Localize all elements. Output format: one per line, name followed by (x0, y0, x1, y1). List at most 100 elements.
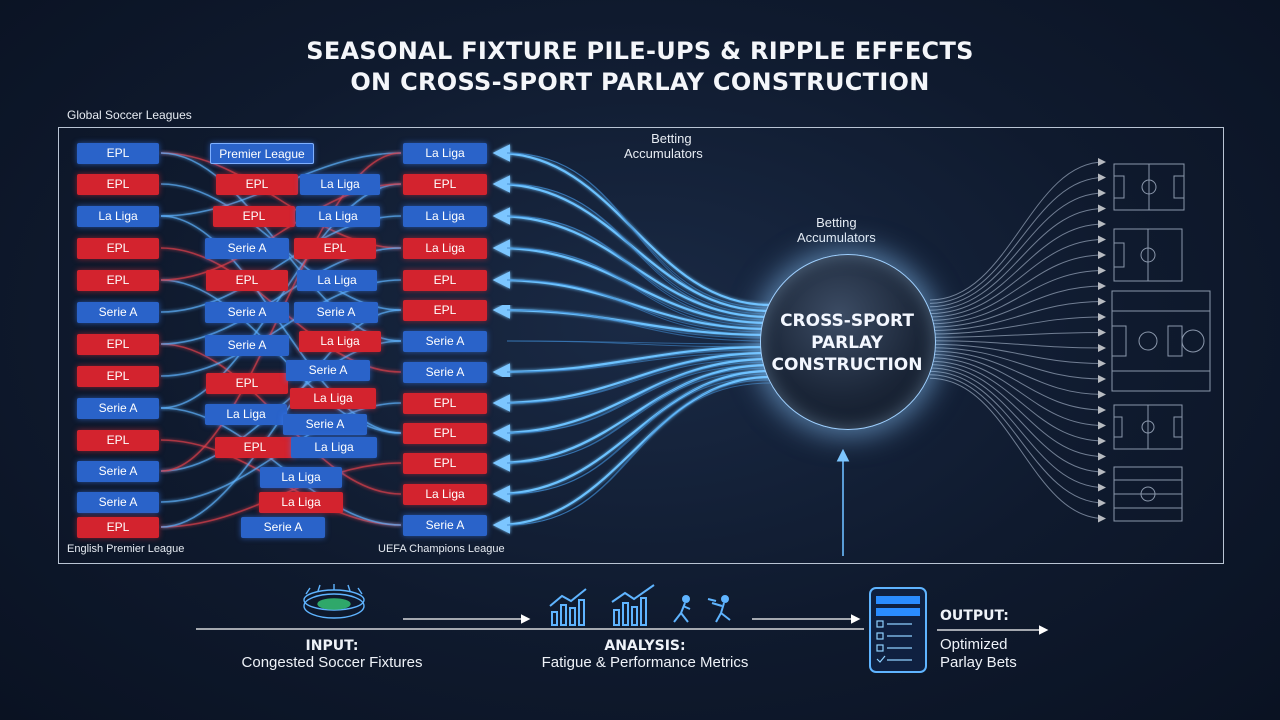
col2-chip-7: EPL (206, 373, 288, 394)
hub-flow-strand-1-1 (506, 183, 771, 315)
soccer-pitch-icon (1113, 163, 1185, 211)
col3-chip-5: La Liga (299, 331, 381, 352)
cross-link-15 (160, 183, 402, 281)
fan-out-line-22 (929, 374, 1106, 507)
col2-chip-0: Premier League (210, 143, 314, 164)
fan-out-line-9 (929, 297, 1106, 332)
hub-line-2: PARLAY (811, 333, 883, 353)
fan-out-line-21 (929, 370, 1106, 492)
hub-flow-12 (492, 375, 771, 534)
col2-chip-11: La Liga (259, 492, 343, 513)
hub-flow-4 (492, 271, 771, 331)
fan-out-line-15 (929, 350, 1106, 399)
col4-chip-5: EPL (403, 300, 487, 321)
hub-flow-strand-7-2 (506, 352, 771, 373)
hub-flow-strand-2-1 (506, 215, 771, 321)
input-heading: INPUT: (305, 638, 359, 654)
label-english-premier-league: English Premier League (67, 543, 185, 555)
col2-chip-1: EPL (216, 174, 298, 195)
analysis-step: ANALYSIS: Fatigue & Performance Metrics (520, 638, 770, 671)
col3-chip-4: Serie A (294, 302, 378, 323)
label-betting-accumulators-top: Betting Accumulators (624, 131, 703, 161)
col4-chip-0: La Liga (403, 143, 487, 164)
col4-chip-8: EPL (403, 393, 487, 414)
cross-link-16 (160, 247, 402, 345)
page-title: SEASONAL FIXTURE PILE-UPS & RIPPLE EFFEC… (0, 36, 1280, 98)
col4-chip-4: EPL (403, 270, 487, 291)
col4-chip-12: Serie A (403, 515, 487, 536)
player-kick-icon (707, 595, 731, 623)
cross-link-5 (160, 215, 402, 313)
fan-out-line-2 (929, 189, 1106, 308)
label-global-soccer: Global Soccer Leagues (67, 108, 192, 122)
col1-chip-10: Serie A (77, 461, 159, 482)
output-heading: OUTPUT: (940, 608, 1009, 624)
cross-link-0 (160, 152, 402, 249)
bar-chart-up-icon (549, 588, 587, 626)
col1-chip-6: EPL (77, 334, 159, 355)
col2-chip-10: La Liga (260, 467, 342, 488)
col3-chip-8: Serie A (283, 414, 367, 435)
label-uefa-champions-league: UEFA Champions League (378, 543, 505, 555)
hub-flow-strand-8-2 (506, 358, 771, 404)
col4-chip-1: EPL (403, 174, 487, 195)
col1-chip-2: La Liga (77, 206, 159, 227)
runner-icon (673, 595, 691, 623)
output-subtext-2: Parlay Bets (940, 654, 1017, 671)
col1-chip-8: Serie A (77, 398, 159, 419)
fan-out-line-19 (929, 364, 1106, 461)
col2-chip-6: Serie A (205, 335, 289, 356)
hub-flow-strand-4-2 (506, 279, 771, 336)
col1-chip-3: EPL (77, 238, 159, 259)
col4-chip-10: EPL (403, 453, 487, 474)
hub-line-3: CONSTRUCTION (771, 355, 923, 375)
col3-chip-1: La Liga (296, 206, 380, 227)
hub-flow-strand-11-2 (506, 376, 771, 495)
fan-out-line-4 (929, 220, 1106, 315)
fan-out-line-14 (929, 347, 1106, 383)
title-line-1: SEASONAL FIXTURE PILE-UPS & RIPPLE EFFEC… (306, 37, 974, 65)
col1-chip-7: EPL (77, 366, 159, 387)
hub-flow-strand-6-2 (506, 340, 771, 348)
cross-link-17 (160, 407, 402, 526)
hub-flow-3 (492, 239, 771, 325)
fan-out-line-1 (929, 173, 1106, 304)
col3-chip-6: Serie A (286, 360, 370, 381)
fan-out-line-10 (929, 313, 1106, 335)
col2-chip-5: Serie A (205, 302, 289, 323)
parlay-hub-label: CROSS-SPORT PARLAY CONSTRUCTION (760, 310, 934, 376)
fan-out-line-11 (929, 328, 1106, 338)
fan-out-line-20 (929, 367, 1106, 476)
fan-out-line-23 (929, 377, 1106, 523)
hub-line-1: CROSS-SPORT (780, 311, 914, 331)
diagram-panel (58, 127, 1224, 564)
col4-chip-2: La Liga (403, 206, 487, 227)
fan-out-line-18 (929, 360, 1106, 445)
col3-chip-3: La Liga (297, 270, 377, 291)
col4-chip-9: EPL (403, 423, 487, 444)
betting-hub-line-1: Betting (816, 215, 857, 230)
field-diagrams (1111, 163, 1211, 522)
hub-flow-9 (492, 357, 771, 442)
col2-chip-9: EPL (215, 437, 295, 458)
col4-chip-7: Serie A (403, 362, 487, 383)
fan-out-line-3 (929, 204, 1106, 311)
analysis-heading: ANALYSIS: (604, 638, 686, 654)
hub-flow-10 (492, 363, 771, 472)
title-line-2: ON CROSS-SPORT PARLAY CONSTRUCTION (350, 68, 930, 96)
stadium-icon (303, 584, 365, 619)
col3-chip-0: La Liga (300, 174, 380, 195)
hub-flow-strand-12-2 (506, 382, 771, 526)
hub-flow-11 (492, 369, 771, 503)
col1-chip-12: EPL (77, 517, 159, 538)
col2-chip-4: EPL (206, 270, 288, 291)
court-icon-3 (1113, 404, 1183, 450)
fan-out-line-17 (929, 357, 1106, 430)
phone-betslip-icon (869, 587, 927, 673)
col1-chip-5: Serie A (77, 302, 159, 323)
col2-chip-2: EPL (213, 206, 295, 227)
hub-flow-strand-0-1 (506, 152, 771, 309)
col2-chip-3: Serie A (205, 238, 289, 259)
betting-hub-line-2: Accumulators (797, 230, 876, 245)
